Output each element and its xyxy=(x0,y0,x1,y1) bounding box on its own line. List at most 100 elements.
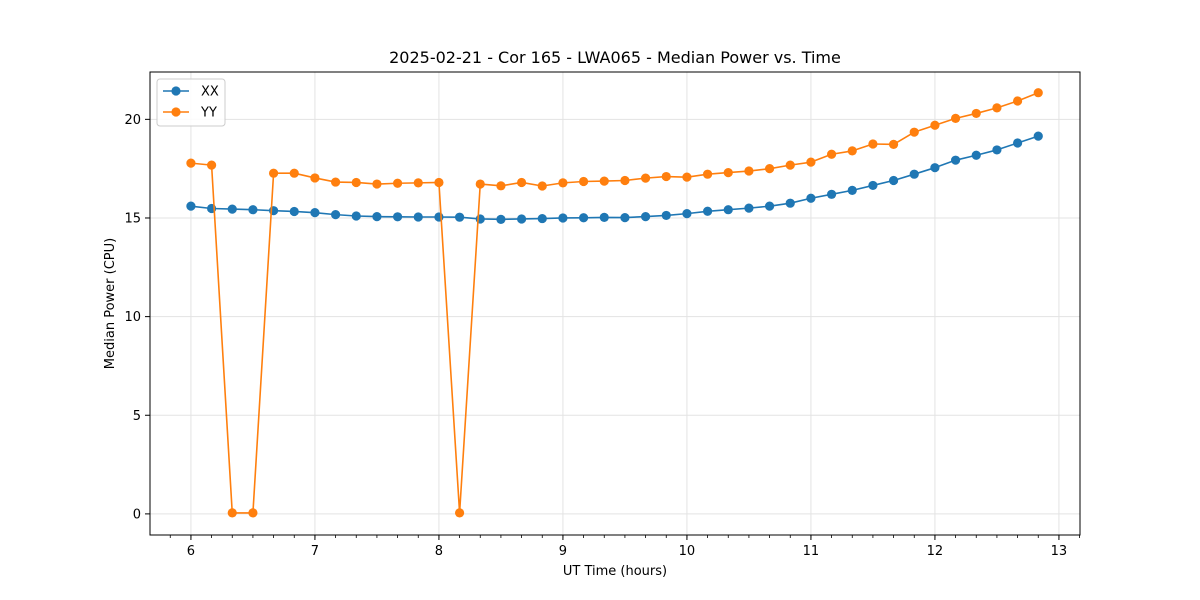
data-point-xx xyxy=(186,201,196,211)
data-point-xx xyxy=(372,212,382,222)
data-point-yy xyxy=(330,177,341,187)
axis-layer: 6 7 8 9 10 11 12 13 0 5 10 15 20 xyxy=(124,113,1080,559)
data-point-yy xyxy=(847,146,857,156)
data-point-yy xyxy=(971,108,981,119)
series-layer xyxy=(186,88,1043,518)
series-yy xyxy=(186,88,1043,518)
data-point-yy xyxy=(372,179,382,189)
data-point-xx xyxy=(599,212,609,222)
data-point-yy xyxy=(186,158,196,168)
data-point-xx xyxy=(434,212,444,222)
data-point-xx xyxy=(1033,131,1043,141)
data-point-xx xyxy=(868,180,878,191)
data-point-yy xyxy=(806,157,816,167)
data-point-xx xyxy=(930,163,940,173)
data-point-yy xyxy=(868,139,878,149)
data-point-yy xyxy=(930,120,940,130)
data-point-xx xyxy=(723,205,733,215)
data-point-xx xyxy=(992,145,1002,155)
data-point-yy xyxy=(599,176,609,186)
y-tick-label: 10 xyxy=(124,310,141,325)
data-point-xx xyxy=(661,210,671,221)
data-point-xx xyxy=(330,210,341,220)
x-tick-label: 10 xyxy=(679,544,696,559)
data-point-yy xyxy=(268,168,279,178)
data-point-yy xyxy=(496,181,506,191)
x-tick-label: 9 xyxy=(559,544,567,559)
data-point-xx xyxy=(744,203,754,213)
data-point-xx xyxy=(950,155,961,165)
data-point-xx xyxy=(578,213,589,223)
data-point-yy xyxy=(227,508,237,518)
data-point-xx xyxy=(702,206,713,216)
grid-layer xyxy=(150,72,1080,535)
legend: XX YY xyxy=(156,78,226,127)
y-tick-label: 20 xyxy=(124,113,141,128)
data-point-xx xyxy=(620,212,630,223)
data-point-yy xyxy=(206,160,217,170)
data-point-xx xyxy=(496,214,506,224)
data-point-xx xyxy=(248,205,258,215)
data-point-xx xyxy=(227,204,237,214)
x-tick-label: 8 xyxy=(435,544,443,559)
data-point-yy xyxy=(620,175,630,186)
data-point-yy xyxy=(702,169,713,179)
chart-title: 2025-02-21 - Cor 165 - LWA065 - Median P… xyxy=(389,48,841,67)
y-tick-label: 0 xyxy=(133,507,141,522)
data-point-yy xyxy=(516,177,527,188)
data-point-xx xyxy=(1012,138,1023,148)
series-line-yy xyxy=(190,91,1039,514)
data-point-xx xyxy=(454,212,465,222)
data-point-yy xyxy=(888,139,899,149)
y-axis-title: Median Power (CPU) xyxy=(103,238,118,369)
data-point-yy xyxy=(950,113,961,123)
data-point-xx xyxy=(640,212,651,222)
data-point-xx xyxy=(785,198,795,208)
data-point-yy xyxy=(640,173,651,183)
data-point-yy xyxy=(909,127,919,137)
data-point-yy xyxy=(723,168,733,178)
data-point-yy xyxy=(454,508,465,518)
data-point-xx xyxy=(806,193,816,203)
data-point-yy xyxy=(1033,88,1043,98)
data-point-yy xyxy=(578,176,589,187)
legend-label-yy: YY xyxy=(200,106,217,121)
data-point-xx xyxy=(847,185,857,195)
x-tick-label: 7 xyxy=(311,544,319,559)
data-point-yy xyxy=(475,179,485,189)
data-point-xx xyxy=(351,211,361,221)
data-point-yy xyxy=(1012,96,1023,106)
data-point-yy xyxy=(682,172,692,182)
data-point-yy xyxy=(310,173,320,183)
data-point-yy xyxy=(434,177,444,188)
data-point-xx xyxy=(475,214,485,224)
data-point-yy xyxy=(248,508,258,518)
data-point-xx xyxy=(971,150,981,160)
data-point-xx xyxy=(682,209,692,219)
legend-marker-yy xyxy=(171,107,181,117)
data-point-xx xyxy=(764,201,775,211)
legend-marker-xx xyxy=(171,86,181,96)
x-tick-label: 13 xyxy=(1051,544,1068,559)
data-point-xx xyxy=(888,175,899,186)
data-point-xx xyxy=(516,214,527,224)
legend-label-xx: XX xyxy=(201,85,219,100)
data-point-yy xyxy=(785,160,795,170)
data-point-xx xyxy=(558,213,568,223)
data-point-yy xyxy=(289,168,299,178)
x-tick-label: 11 xyxy=(803,544,820,559)
x-tick-label: 6 xyxy=(187,544,195,559)
data-point-xx xyxy=(310,208,320,218)
data-point-xx xyxy=(909,169,919,179)
data-point-yy xyxy=(537,181,547,191)
y-tick-label: 5 xyxy=(133,409,141,424)
data-point-yy xyxy=(413,178,423,188)
data-point-xx xyxy=(826,189,837,199)
data-point-xx xyxy=(537,213,547,224)
data-point-yy xyxy=(558,178,568,188)
x-axis-title: UT Time (hours) xyxy=(563,564,667,579)
data-point-yy xyxy=(764,164,775,174)
data-point-yy xyxy=(826,149,837,159)
